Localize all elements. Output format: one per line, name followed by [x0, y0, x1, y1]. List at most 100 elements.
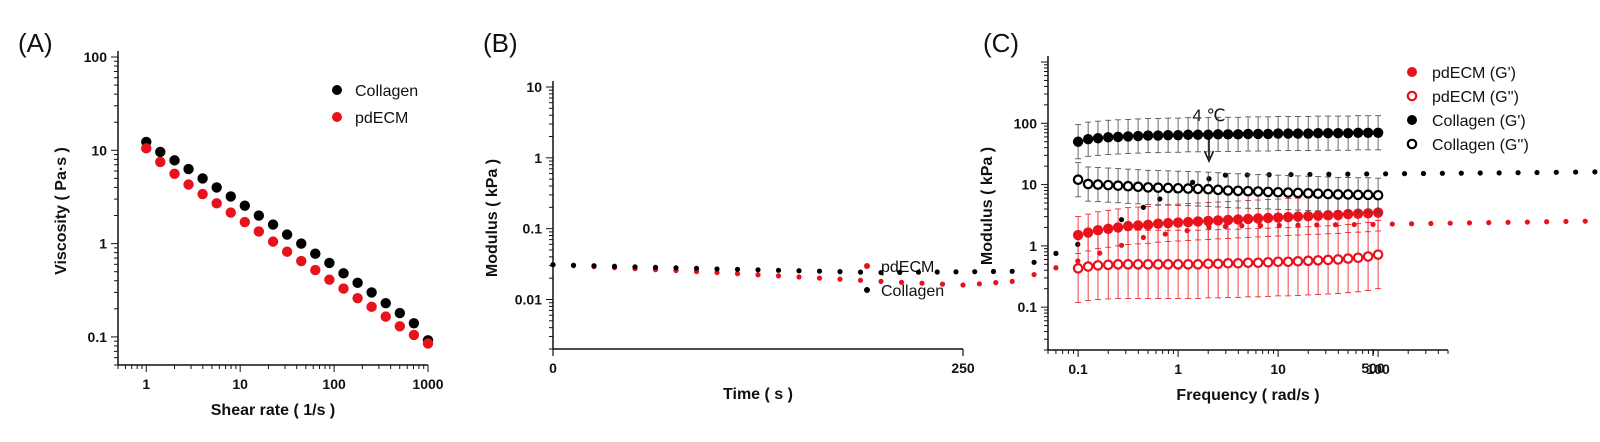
legend-marker [332, 112, 342, 122]
data-point [296, 238, 307, 249]
data-point [1282, 187, 1294, 198]
data-point [1342, 127, 1354, 139]
data-point [1182, 183, 1194, 194]
data-point [1563, 218, 1569, 225]
data-point [993, 280, 999, 286]
y-axis-title: Modulus ( kPa ) [979, 147, 996, 265]
data-point [1212, 258, 1224, 270]
data-point [673, 265, 679, 271]
data-point [934, 269, 940, 275]
data-point [1162, 231, 1168, 237]
data-point [1496, 170, 1502, 176]
data-point [1252, 257, 1264, 269]
data-point [1132, 181, 1144, 193]
series-collagen-g- [1072, 115, 1384, 160]
data-point [183, 179, 194, 190]
data-point [1515, 170, 1521, 176]
data-point [169, 168, 180, 179]
data-point [1072, 174, 1084, 186]
panel-label: (B) [483, 28, 518, 58]
x-axis-title: Shear rate ( 1/s ) [211, 402, 336, 419]
data-point [1092, 179, 1104, 190]
data-point [225, 207, 236, 218]
data-point [1362, 127, 1374, 138]
data-point [1102, 179, 1114, 191]
series-pdecm-g- [1072, 220, 1384, 303]
data-point [990, 268, 997, 275]
data-point [1262, 212, 1274, 224]
data-point [1232, 185, 1244, 197]
legend-marker [864, 263, 870, 269]
data-point [1252, 128, 1264, 140]
data-point [1232, 257, 1244, 269]
data-point [1122, 180, 1134, 192]
data-point [1322, 188, 1334, 200]
data-point [1242, 257, 1254, 269]
data-point [1345, 171, 1351, 177]
data-point [267, 219, 279, 230]
data-point [1202, 183, 1214, 195]
data-point [775, 273, 782, 279]
legend-label: pdECM (G'') [1432, 89, 1519, 106]
data-point [1152, 259, 1164, 270]
data-point [1132, 130, 1144, 142]
x-tick-label: 0.1 [1068, 361, 1088, 377]
data-point [352, 292, 363, 304]
data-point [239, 200, 251, 211]
data-point [897, 269, 903, 275]
data-point [338, 283, 349, 294]
data-point [1420, 170, 1427, 177]
data-point [296, 255, 307, 267]
data-point [155, 146, 166, 158]
data-point [225, 191, 236, 202]
panel-label: (A) [18, 28, 53, 58]
data-point [857, 277, 864, 283]
data-point [1582, 218, 1588, 224]
data-point [310, 248, 321, 259]
x-tick-label: 250 [951, 360, 975, 376]
data-point [939, 281, 946, 287]
data-point [796, 268, 802, 274]
data-point [1332, 209, 1344, 221]
data-point [1282, 211, 1294, 223]
data-point [570, 262, 577, 268]
data-point [408, 329, 420, 341]
data-point [837, 276, 843, 282]
data-point [1314, 222, 1320, 228]
data-point [1322, 127, 1334, 139]
data-point [1203, 215, 1214, 227]
y-tick-label: 1 [99, 236, 107, 252]
data-point [1262, 256, 1274, 268]
data-point [1307, 171, 1313, 178]
data-point [1132, 259, 1144, 270]
data-point [857, 269, 864, 275]
y-tick-label: 10 [526, 79, 542, 95]
legend-marker [1406, 90, 1418, 102]
data-point [1242, 128, 1254, 140]
x-tick-label: 100 [322, 376, 346, 392]
temperature-annotation: 4 ℃ [1192, 106, 1225, 125]
data-point [1242, 213, 1254, 225]
legend-label: pdECM (G') [1432, 65, 1516, 82]
data-point [1122, 220, 1134, 232]
data-point [734, 271, 741, 277]
data-point [169, 155, 180, 166]
data-point [1383, 171, 1389, 177]
data-point [1332, 254, 1344, 265]
data-point [1272, 186, 1284, 198]
data-point [1352, 127, 1364, 138]
data-point [1332, 222, 1339, 228]
data-point [1072, 136, 1084, 147]
data-point [1182, 259, 1194, 270]
data-point [1592, 169, 1598, 175]
data-point [1053, 265, 1059, 271]
y-tick-label: 0.1 [523, 221, 543, 237]
x-axis-title: Frequency ( rad/s ) [1176, 387, 1319, 404]
data-point [878, 278, 884, 285]
data-point [1332, 127, 1344, 139]
data-point [1212, 129, 1224, 140]
x-tick-label: 1 [1174, 361, 1182, 377]
data-point [1252, 213, 1264, 224]
